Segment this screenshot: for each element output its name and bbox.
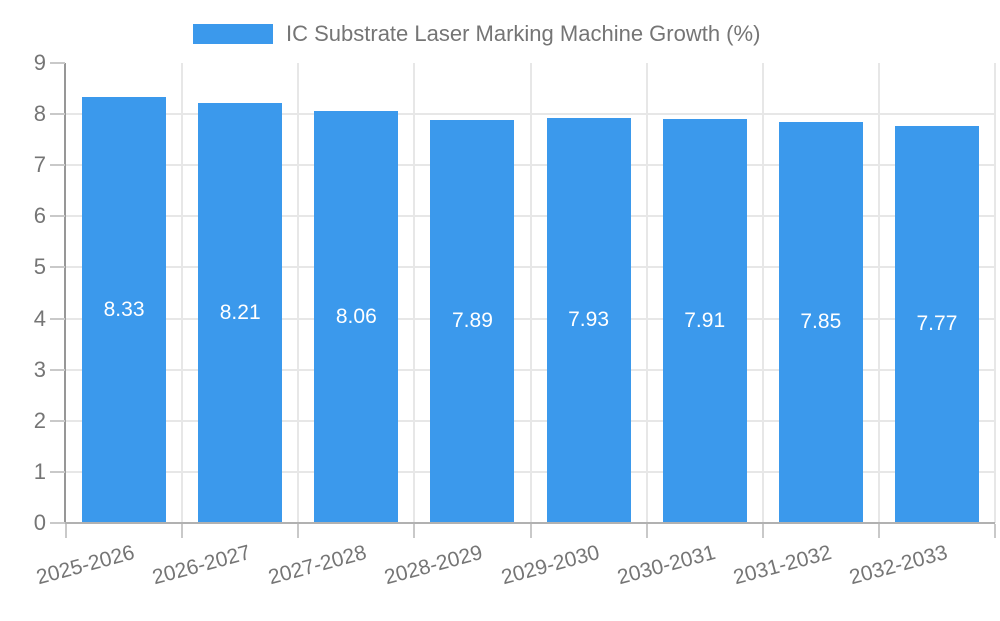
bar: 8.06 [314, 111, 399, 523]
v-gridline [994, 63, 996, 523]
y-tick [50, 266, 65, 269]
x-axis-line [64, 522, 995, 524]
y-tick-label: 3 [33, 356, 46, 382]
y-tick-label: 8 [33, 101, 46, 127]
x-tick [65, 524, 67, 538]
bar: 7.91 [662, 118, 747, 523]
y-tick-label: 2 [33, 407, 46, 433]
v-gridline [645, 63, 648, 523]
chart-legend: IC Substrate Laser Marking Machine Growt… [193, 16, 760, 52]
y-tick-label: 9 [33, 50, 46, 75]
y-axis-line [64, 63, 66, 524]
v-gridline [877, 63, 880, 523]
x-tick [529, 524, 532, 538]
bar-value-label: 8.21 [219, 301, 261, 325]
v-gridline [181, 63, 184, 523]
y-tick-label: 7 [33, 152, 46, 178]
x-tick [413, 524, 416, 538]
y-tick [50, 62, 65, 64]
x-tick [994, 524, 996, 538]
bar: 8.33 [82, 97, 167, 523]
v-gridline [761, 63, 764, 523]
y-tick-label: 1 [33, 458, 46, 484]
x-tick [877, 524, 880, 538]
y-tick [50, 317, 65, 320]
y-tick [50, 522, 65, 524]
v-gridline [529, 63, 532, 523]
bar-value-label: 7.77 [916, 312, 958, 336]
bar: 7.77 [894, 125, 979, 523]
bar-value-label: 8.06 [335, 305, 377, 329]
bar: 8.21 [198, 103, 283, 523]
bar-value-label: 7.85 [800, 310, 842, 334]
y-tick [50, 215, 65, 218]
y-tick [50, 113, 65, 116]
legend-swatch [193, 24, 273, 44]
bar-value-label: 8.33 [103, 298, 145, 322]
v-gridline [297, 63, 300, 523]
x-tick [761, 524, 764, 538]
bar: 7.93 [546, 117, 631, 523]
y-tick [50, 368, 65, 371]
bar-value-label: 7.91 [684, 308, 726, 332]
y-tick [50, 419, 65, 422]
y-tick [50, 164, 65, 167]
bar: 7.89 [430, 119, 515, 523]
bar: 7.85 [778, 121, 863, 523]
v-gridline [413, 63, 416, 523]
x-tick [181, 524, 184, 538]
plot-area: 8.33 8.21 8.06 7.89 7.93 7.91 7.85 7.77 [66, 63, 996, 523]
y-tick [50, 470, 65, 473]
chart-title: IC Substrate Laser Marking Machine Growt… [286, 21, 761, 46]
y-tick-label: 4 [33, 305, 46, 331]
y-tick-label: 0 [33, 510, 46, 535]
bar-value-label: 7.93 [568, 308, 609, 332]
x-tick [645, 524, 648, 538]
x-tick [297, 524, 300, 538]
y-tick-label: 5 [33, 254, 46, 280]
y-tick-label: 6 [33, 203, 46, 229]
bar-value-label: 7.89 [452, 309, 493, 333]
